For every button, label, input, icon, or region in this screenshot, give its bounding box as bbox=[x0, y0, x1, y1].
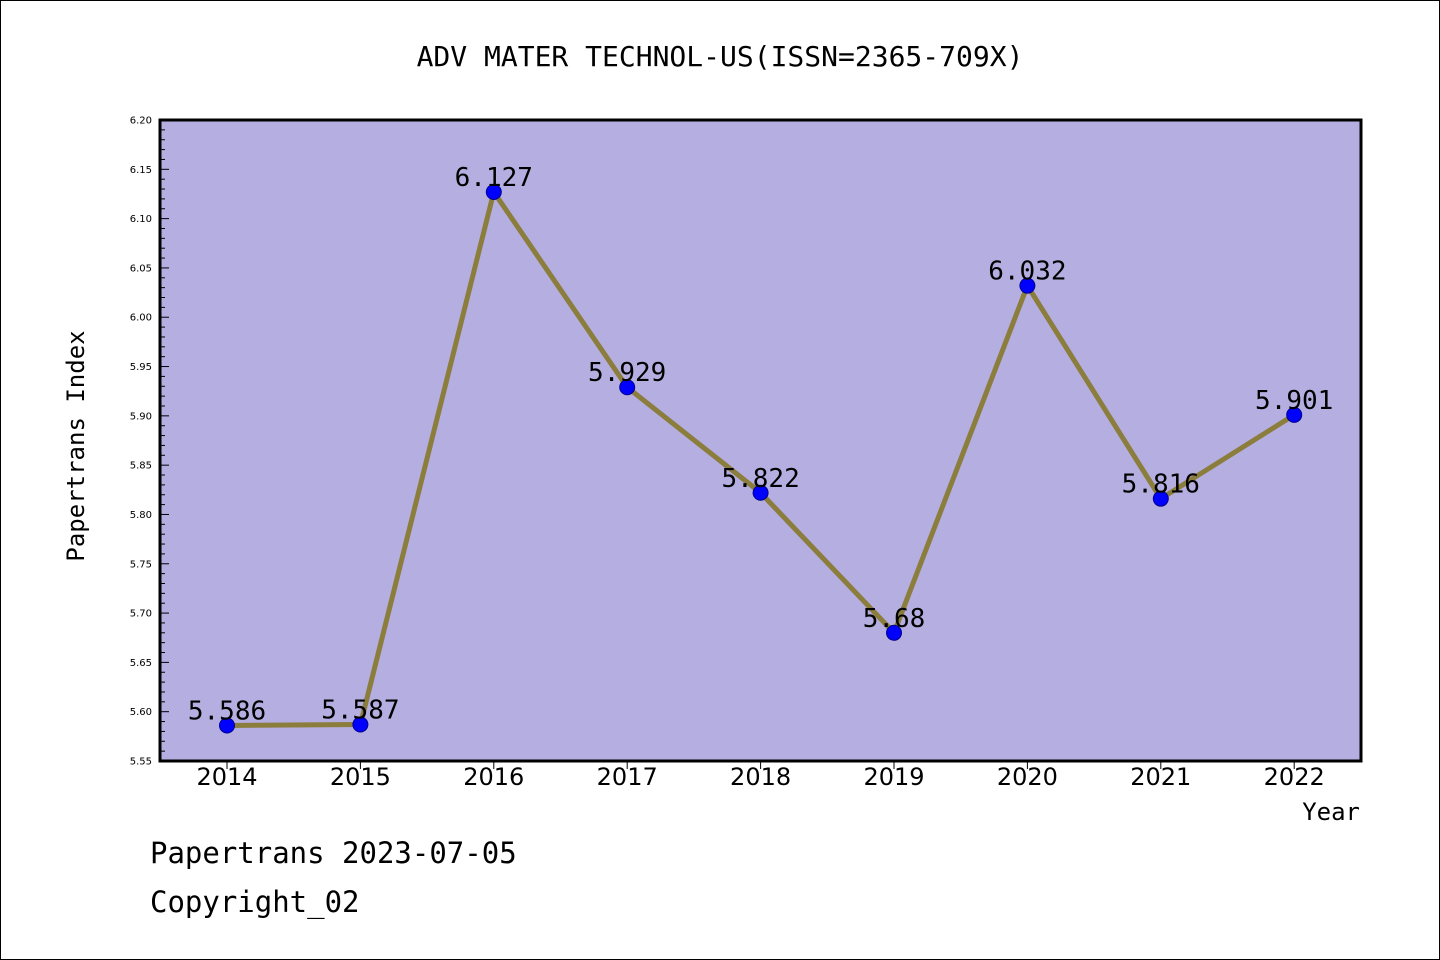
series-segment bbox=[1024, 283, 1164, 502]
y-tick-label: 5.95 bbox=[130, 362, 152, 373]
series-segment bbox=[357, 189, 497, 728]
data-point-marker bbox=[619, 379, 636, 396]
y-tick-label: 6.00 bbox=[130, 313, 152, 324]
x-tick-label: 2018 bbox=[730, 763, 791, 791]
data-point-marker bbox=[1286, 406, 1303, 423]
x-tick-label: 2020 bbox=[997, 763, 1058, 791]
data-label: 5.68 bbox=[863, 604, 926, 634]
y-axis-title: Papertrans Index bbox=[62, 330, 90, 561]
series-segment bbox=[624, 384, 764, 496]
x-axis-ticks: 2014 2015 2016 2017 2018 2019 2020 2021 2022 bbox=[196, 761, 1325, 791]
y-tick-label: 5.75 bbox=[130, 559, 152, 570]
x-tick-label: 2021 bbox=[1130, 763, 1191, 791]
y-tick-label: 6.10 bbox=[130, 214, 152, 225]
y-tick-label: 5.80 bbox=[130, 510, 152, 521]
x-tick-label: 2014 bbox=[196, 763, 257, 791]
y-tick-label: 6.20 bbox=[130, 116, 152, 127]
y-tick-label: 6.15 bbox=[130, 165, 152, 176]
data-label: 5.822 bbox=[721, 464, 799, 494]
y-tick-label: 5.65 bbox=[130, 658, 152, 669]
x-tick-label: 2022 bbox=[1264, 763, 1325, 791]
series-segment bbox=[224, 722, 363, 728]
data-point-marker bbox=[485, 183, 502, 200]
y-tick-label: 5.60 bbox=[130, 707, 152, 718]
x-tick-label: 2016 bbox=[463, 763, 524, 791]
x-tick-label: 2017 bbox=[597, 763, 658, 791]
y-tick-label: 5.90 bbox=[130, 411, 152, 422]
series-line bbox=[224, 189, 1297, 728]
data-point-marker bbox=[219, 717, 235, 734]
footer-copyright-line: Copyright_02 bbox=[150, 885, 360, 919]
data-label: 5.587 bbox=[321, 696, 399, 726]
x-tick-label: 2019 bbox=[863, 763, 924, 791]
series-segment bbox=[491, 189, 630, 390]
plot-area bbox=[160, 120, 1361, 761]
data-point-marker bbox=[352, 716, 369, 733]
series-markers bbox=[219, 183, 1303, 734]
y-tick-label: 6.05 bbox=[130, 263, 152, 274]
series-segment bbox=[891, 283, 1030, 636]
y-tick-label: 5.70 bbox=[130, 609, 152, 620]
data-label: 5.816 bbox=[1122, 470, 1200, 500]
series-segment bbox=[758, 490, 897, 636]
x-axis-title: Year bbox=[1302, 798, 1360, 826]
data-labels: 5.586 5.587 6.127 5.929 5.822 5.68 6.032 5.816 5… bbox=[188, 163, 1333, 727]
data-label: 5.901 bbox=[1255, 386, 1333, 416]
data-point-marker bbox=[752, 484, 769, 501]
y-tick-label: 5.55 bbox=[130, 757, 152, 768]
data-label: 5.929 bbox=[588, 358, 666, 388]
y-tick-label: 5.85 bbox=[130, 461, 152, 472]
data-point-marker bbox=[1019, 277, 1036, 294]
chart-title: ADV MATER TECHNOL-US(ISSN=2365-709X) bbox=[417, 40, 1024, 73]
footer-date-line: Papertrans 2023-07-05 bbox=[150, 836, 517, 870]
data-label: 6.032 bbox=[988, 257, 1066, 287]
plot-border bbox=[158, 118, 1363, 763]
x-tick-label: 2015 bbox=[330, 763, 391, 791]
series-segment bbox=[1158, 412, 1297, 502]
data-point-marker bbox=[886, 624, 902, 641]
data-label: 6.127 bbox=[455, 163, 533, 193]
data-label: 5.586 bbox=[188, 696, 266, 726]
data-point-marker bbox=[1152, 490, 1169, 507]
